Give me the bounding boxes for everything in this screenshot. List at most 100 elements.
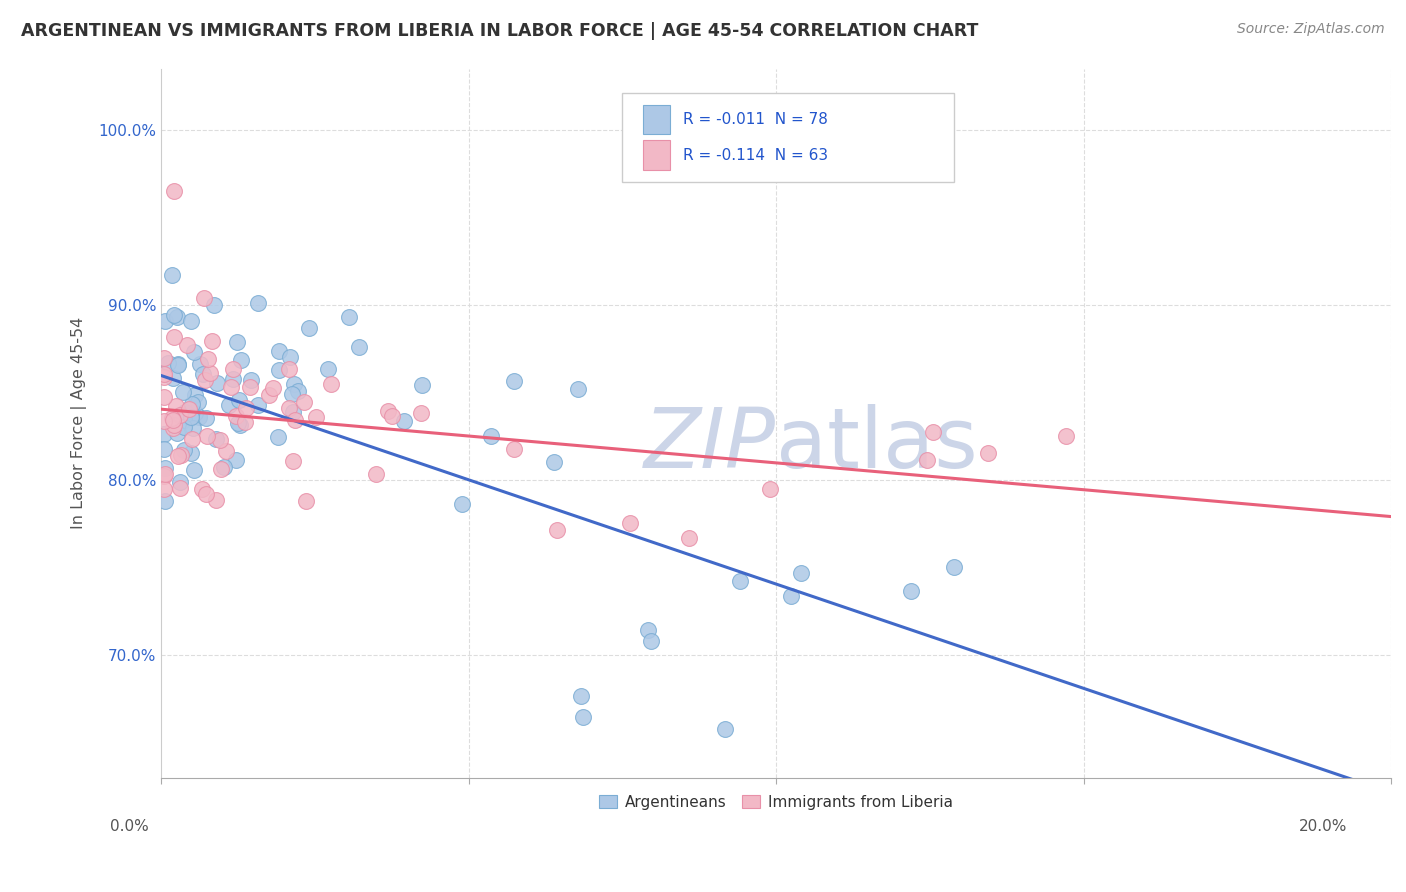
Point xyxy=(450,497,472,511)
Point xyxy=(160,411,183,425)
Point xyxy=(640,634,662,648)
Point xyxy=(188,357,211,371)
Point xyxy=(569,689,592,703)
Point xyxy=(229,418,252,433)
Point xyxy=(619,516,641,531)
Point xyxy=(169,408,191,422)
Point xyxy=(181,397,204,411)
Text: Source: ZipAtlas.com: Source: ZipAtlas.com xyxy=(1237,22,1385,37)
Point xyxy=(1054,429,1077,443)
Point xyxy=(381,409,404,423)
Point xyxy=(205,376,228,390)
Point xyxy=(153,414,176,428)
Point xyxy=(193,291,215,305)
Point xyxy=(284,413,307,427)
Point xyxy=(218,398,240,412)
Point xyxy=(180,410,202,425)
Point xyxy=(153,442,176,456)
Point xyxy=(411,378,433,392)
Point xyxy=(202,298,225,312)
Point xyxy=(153,369,176,384)
Point xyxy=(713,723,735,737)
Point xyxy=(179,401,201,416)
Point xyxy=(153,313,176,327)
Point xyxy=(157,356,180,370)
Point xyxy=(166,449,188,463)
Point xyxy=(169,481,191,495)
Point xyxy=(181,420,204,434)
Point xyxy=(231,353,253,368)
Point xyxy=(364,467,387,482)
Point xyxy=(170,448,193,462)
Point xyxy=(278,362,301,376)
Point xyxy=(219,380,242,394)
Point xyxy=(201,334,224,348)
Point xyxy=(173,419,195,434)
Text: 20.0%: 20.0% xyxy=(1299,820,1347,834)
Legend: Argentineans, Immigrants from Liberia: Argentineans, Immigrants from Liberia xyxy=(593,789,959,816)
Point xyxy=(200,366,222,380)
Point xyxy=(281,454,304,468)
Point xyxy=(163,309,186,323)
Point xyxy=(187,394,209,409)
Point xyxy=(163,418,186,433)
Point xyxy=(197,352,219,367)
Point xyxy=(257,388,280,402)
Point xyxy=(162,412,184,426)
Point xyxy=(204,432,226,446)
Point xyxy=(195,429,218,443)
Point xyxy=(790,566,813,580)
Point xyxy=(637,623,659,637)
Point xyxy=(233,415,256,429)
FancyBboxPatch shape xyxy=(644,140,671,169)
Point xyxy=(305,409,328,424)
Point xyxy=(183,345,205,359)
Point xyxy=(278,401,301,415)
Point xyxy=(153,390,176,404)
Point xyxy=(214,460,236,475)
Point xyxy=(188,409,211,424)
Point xyxy=(166,399,188,413)
Point xyxy=(180,446,202,460)
Point xyxy=(915,452,938,467)
Point xyxy=(153,351,176,366)
Point xyxy=(226,416,249,430)
Point xyxy=(780,589,803,603)
Point xyxy=(153,483,176,497)
Point xyxy=(180,314,202,328)
Point xyxy=(167,359,190,373)
FancyBboxPatch shape xyxy=(623,94,955,182)
Point xyxy=(169,475,191,489)
Point xyxy=(183,463,205,477)
Point xyxy=(281,405,304,419)
Text: 0.0%: 0.0% xyxy=(110,820,149,834)
Point xyxy=(179,411,201,425)
Point xyxy=(976,446,998,460)
Point xyxy=(292,395,315,409)
Point xyxy=(267,430,290,444)
Point xyxy=(246,296,269,310)
Point xyxy=(572,710,595,724)
Point xyxy=(225,409,247,423)
Text: R = -0.114  N = 63: R = -0.114 N = 63 xyxy=(683,147,828,162)
Point xyxy=(190,482,212,496)
Point xyxy=(287,384,309,398)
Point xyxy=(173,442,195,457)
Point xyxy=(153,467,176,482)
Point xyxy=(235,401,257,416)
Point xyxy=(209,433,232,447)
Point xyxy=(166,310,188,324)
Point xyxy=(173,413,195,427)
Point xyxy=(194,373,217,387)
Point xyxy=(295,494,318,508)
Point xyxy=(922,425,945,439)
Point xyxy=(153,493,176,508)
Point xyxy=(225,453,247,467)
Point xyxy=(153,468,176,483)
Point xyxy=(205,492,228,507)
Point xyxy=(502,374,524,388)
Point xyxy=(759,482,782,496)
Point xyxy=(283,377,305,392)
Point xyxy=(195,411,218,425)
Point xyxy=(239,380,262,394)
